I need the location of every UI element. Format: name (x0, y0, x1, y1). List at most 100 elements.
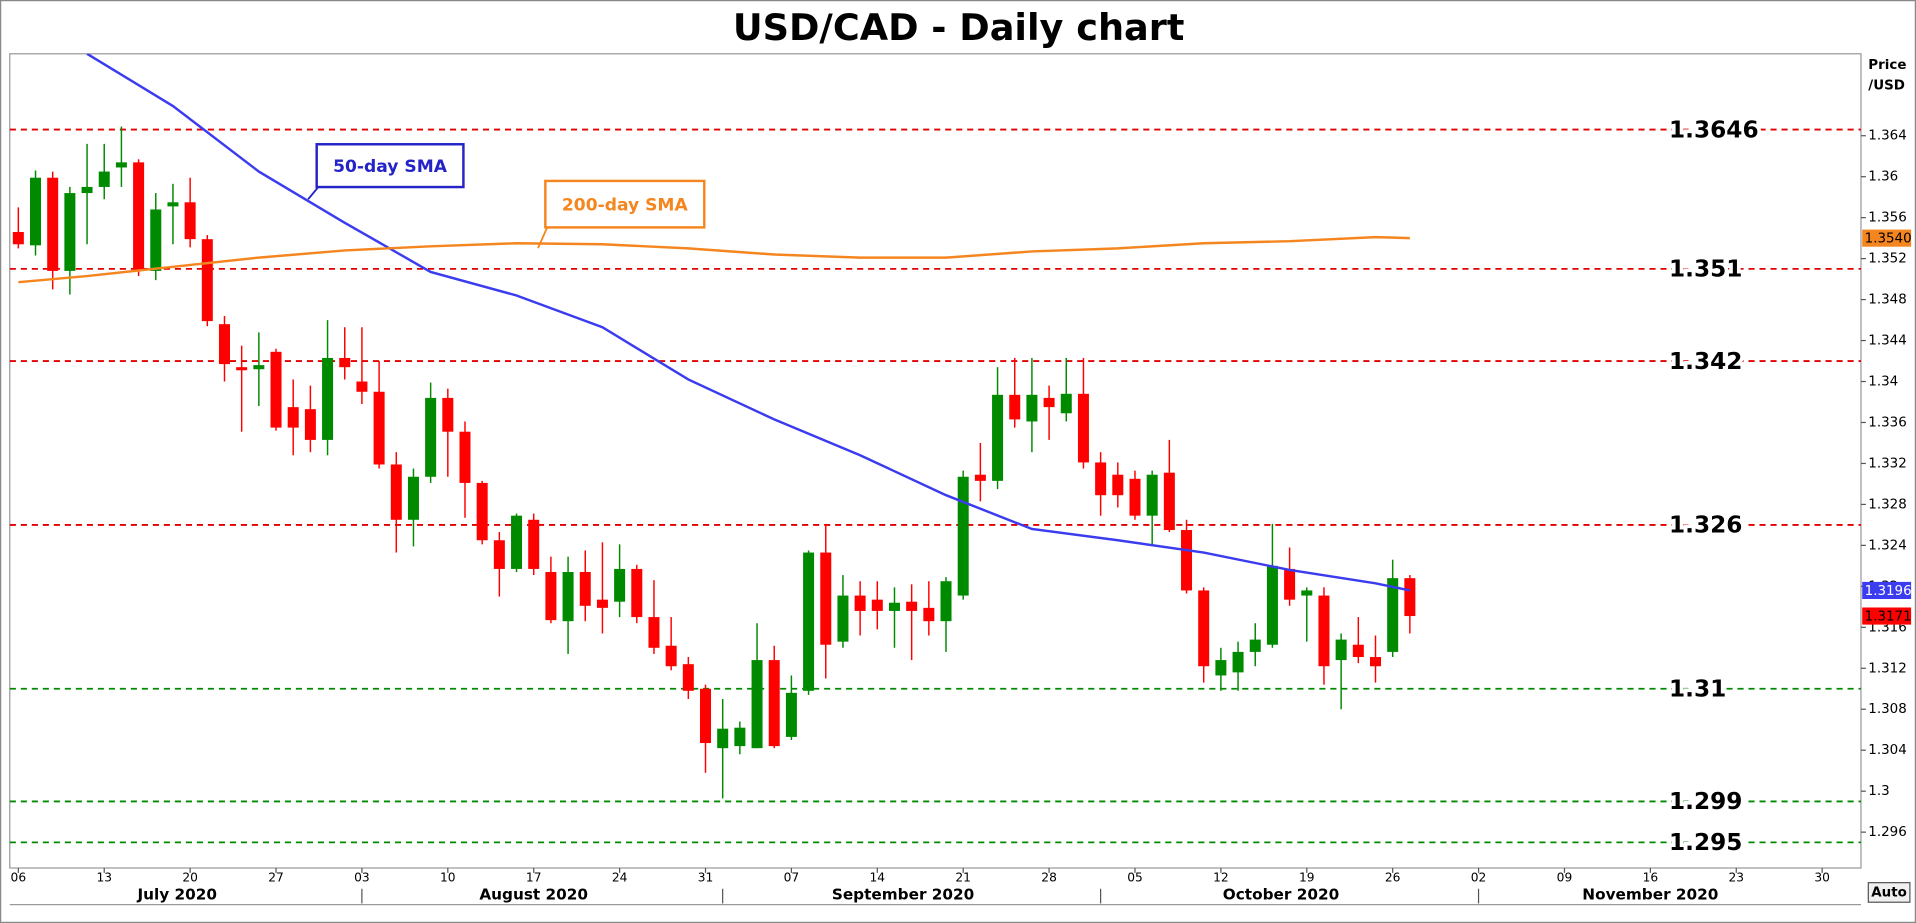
candle-body (957, 476, 969, 596)
candle-body (47, 177, 59, 271)
x-tick-label: 07 (784, 870, 800, 884)
candle-body (459, 431, 471, 483)
x-tick-label: 03 (354, 870, 370, 884)
annotation-box (315, 143, 465, 189)
candle-body (64, 193, 76, 271)
candle-body (322, 357, 334, 440)
level-label: 1.31 (1669, 675, 1726, 702)
candle-body (596, 599, 608, 608)
x-tick-label: 30 (1814, 870, 1830, 884)
candle-body (1026, 394, 1038, 422)
candle-body (631, 568, 643, 618)
price-tag (1862, 229, 1912, 247)
candle-body (579, 572, 591, 606)
candle-body (923, 607, 935, 622)
y-axis-label: /USD (1868, 79, 1905, 94)
auto-button-label[interactable]: Auto (1871, 885, 1907, 900)
candle-body (1181, 530, 1193, 591)
x-tick-label: 13 (96, 870, 112, 884)
y-tick-label: 1.356 (1868, 211, 1906, 226)
price-tag (1862, 607, 1912, 625)
y-tick-label: 1.332 (1868, 456, 1906, 471)
annotation-label: 50-day SMA (333, 157, 448, 177)
candle-body (1163, 472, 1175, 531)
candle-body (614, 568, 626, 602)
candle-body (648, 617, 660, 648)
candle-body (888, 602, 900, 611)
x-tick-label: 27 (268, 870, 284, 884)
candle-body (1060, 393, 1072, 414)
x-tick-label: 10 (440, 870, 456, 884)
candle-body (218, 324, 230, 365)
candle-body (373, 391, 385, 465)
y-tick-label: 1.312 (1868, 661, 1906, 676)
candle-body (717, 728, 729, 749)
candle-body (81, 186, 93, 194)
candle-body (476, 482, 488, 541)
y-tick-label: 1.34 (1868, 375, 1898, 390)
level-label: 1.295 (1669, 829, 1742, 856)
candle-body (1095, 462, 1107, 496)
candle-body (992, 394, 1004, 481)
plot-content (9, 53, 1861, 844)
price-tag (1862, 581, 1912, 600)
candle-body (98, 171, 110, 187)
candle-body (442, 397, 454, 432)
candle-body (1387, 578, 1399, 652)
candle-body (1266, 565, 1278, 645)
candle-body (700, 688, 712, 744)
x-tick-label: 24 (612, 870, 628, 884)
candle-body (1404, 578, 1416, 617)
candle-body (785, 692, 797, 737)
x-tick-label: 28 (1041, 870, 1057, 884)
sma-line (86, 53, 1411, 592)
candle-body (854, 595, 866, 611)
level-label: 1.326 (1669, 512, 1742, 539)
candle-body (356, 381, 368, 392)
candle-body (1301, 590, 1313, 596)
candle-body (562, 572, 574, 622)
y-axis-label: Price (1868, 58, 1906, 73)
candle-body (682, 664, 694, 691)
x-tick-label: 06 (11, 870, 27, 884)
auto-button[interactable] (1867, 882, 1911, 903)
candle-body (1335, 639, 1347, 661)
price-tag-label: 1.3540 (1865, 232, 1912, 247)
candle-body (201, 239, 213, 322)
y-tick-label: 1.328 (1868, 497, 1906, 512)
candle-body (150, 209, 162, 271)
plot-area (9, 53, 1862, 869)
candle-body (1215, 660, 1227, 676)
candle-body (1146, 474, 1158, 516)
candle-body (270, 351, 282, 428)
candle-body (1232, 651, 1244, 673)
candle-body (1318, 595, 1330, 667)
candle-body (287, 407, 299, 428)
candle-body (425, 397, 437, 477)
x-tick-label: 26 (1385, 870, 1401, 884)
candle-body (133, 162, 145, 271)
x-tick-label: 12 (1213, 870, 1229, 884)
month-label: September 2020 (832, 885, 974, 903)
price-tag-label: 1.3196 (1865, 584, 1912, 599)
candle-body (184, 202, 196, 240)
candle-body (115, 162, 127, 168)
x-tick-label: 16 (1643, 870, 1659, 884)
level-label: 1.299 (1669, 788, 1742, 815)
level-label: 1.351 (1669, 256, 1742, 283)
candle-body (940, 581, 952, 622)
candle-body (1249, 639, 1261, 652)
candle-body (1369, 657, 1381, 667)
x-tick-label: 21 (955, 870, 971, 884)
candle-body (837, 595, 849, 642)
candle-body (167, 202, 179, 207)
y-tick-label: 1.336 (1868, 415, 1906, 430)
candle-body (1043, 397, 1055, 408)
candle-body (1009, 394, 1021, 420)
candle-body (253, 365, 265, 370)
y-tick-label: 1.344 (1868, 334, 1906, 349)
candle-body (236, 367, 248, 371)
candle-body (1129, 478, 1141, 516)
y-tick-label: 1.3 (1868, 784, 1889, 799)
candle-body (974, 474, 986, 481)
